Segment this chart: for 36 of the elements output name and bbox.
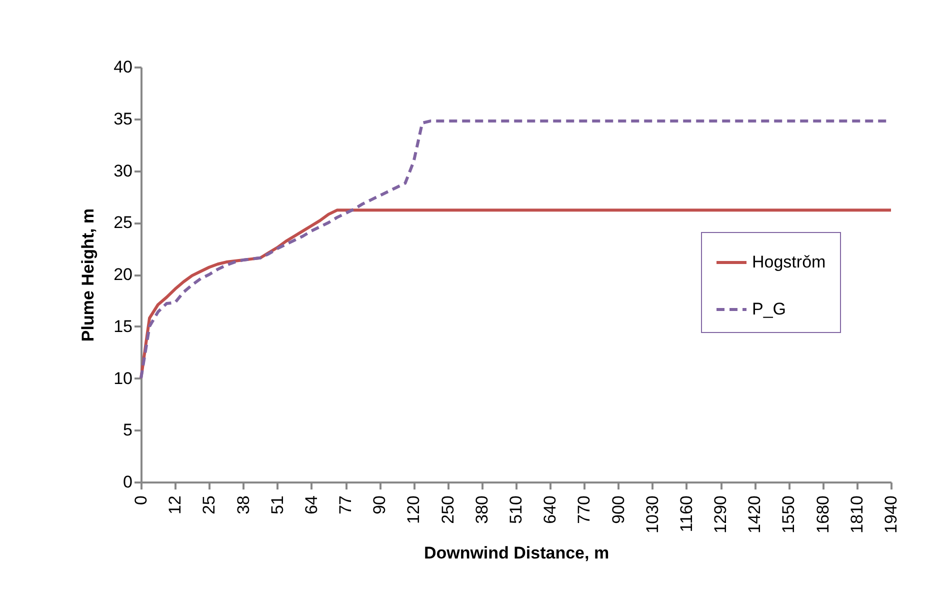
y-tick-label: 10 bbox=[114, 368, 132, 388]
x-tick-label: 1550 bbox=[779, 496, 798, 534]
x-tick-label: 510 bbox=[506, 496, 526, 524]
y-tick-label: 40 bbox=[114, 58, 132, 76]
x-tick-label: 1810 bbox=[847, 496, 866, 534]
x-tick-label: 51 bbox=[268, 496, 287, 514]
x-tick-label: 38 bbox=[234, 496, 253, 514]
x-tick-label: 25 bbox=[200, 496, 219, 514]
y-tick-label: 5 bbox=[123, 420, 132, 440]
x-tick-label: 1160 bbox=[676, 496, 696, 532]
x-tick-label: 1420 bbox=[745, 496, 764, 534]
legend-label: P_G bbox=[752, 300, 786, 318]
x-tick-label: 640 bbox=[540, 496, 560, 524]
x-tick-label: 1680 bbox=[813, 496, 832, 534]
legend-label: Hogstrǒm bbox=[752, 252, 826, 272]
x-tick-label: 90 bbox=[370, 496, 390, 514]
x-tick-label: 1030 bbox=[642, 496, 662, 534]
y-tick-label: 15 bbox=[114, 316, 132, 336]
x-tick-label: 120 bbox=[404, 496, 424, 524]
y-tick-label: 25 bbox=[114, 213, 132, 232]
x-tick-label: 770 bbox=[574, 496, 594, 524]
y-tick-label: 30 bbox=[114, 161, 132, 180]
x-tick-label: 1940 bbox=[882, 496, 900, 534]
y-tick-label: 0 bbox=[123, 472, 132, 492]
x-axis-title: Downwind Distance, m bbox=[424, 543, 610, 562]
y-axis-title: Plume Height, m bbox=[78, 208, 98, 342]
y-tick-label: 20 bbox=[114, 265, 132, 284]
x-tick-label: 12 bbox=[166, 496, 185, 514]
x-tick-label: 380 bbox=[472, 496, 492, 524]
x-tick-label: 1290 bbox=[711, 496, 730, 534]
x-tick-label: 77 bbox=[336, 496, 356, 514]
x-tick-label: 0 bbox=[132, 496, 150, 505]
x-tick-label: 900 bbox=[608, 496, 628, 524]
x-tick-label: 64 bbox=[302, 496, 321, 514]
y-tick-label: 35 bbox=[114, 109, 132, 128]
x-tick-label: 250 bbox=[438, 496, 458, 524]
